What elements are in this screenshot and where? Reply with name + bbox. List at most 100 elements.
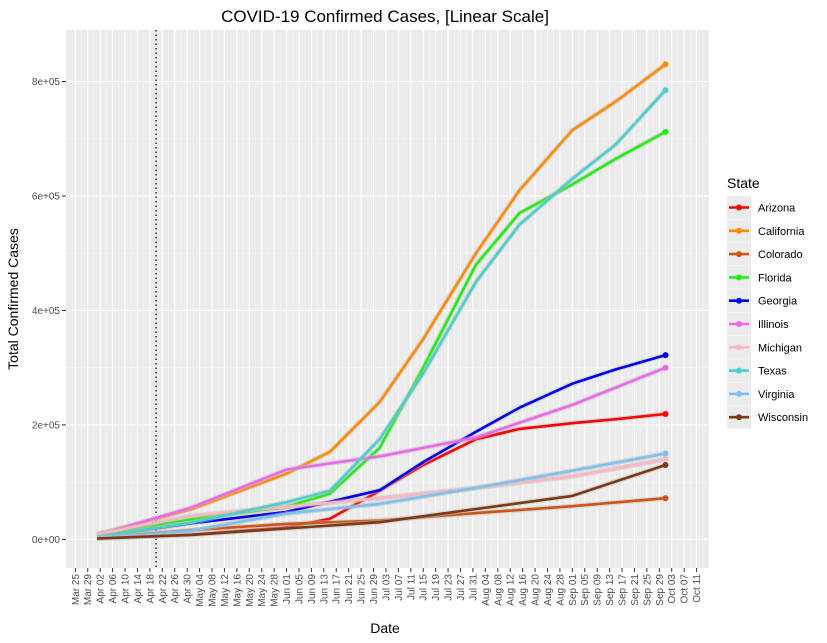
series-endpoint (662, 352, 669, 359)
x-tick-label: Aug 08 (493, 574, 504, 606)
series-endpoint (662, 495, 669, 502)
x-tick-label: Sep 21 (630, 574, 641, 606)
legend-label: Florida (758, 272, 793, 284)
x-tick-label: Apr 18 (145, 574, 156, 604)
x-tick-label: Apr 22 (158, 574, 169, 604)
legend-key-point (736, 274, 742, 281)
series-endpoint (662, 87, 669, 94)
series-endpoint (662, 411, 669, 418)
x-tick-label: Jul 31 (468, 574, 479, 601)
x-tick-label: Apr 06 (108, 574, 119, 604)
x-tick-label: Sep 09 (593, 574, 604, 606)
y-tick-label: 2e+05 (32, 420, 61, 431)
x-tick-label: Jul 23 (444, 574, 455, 601)
x-tick-label: Oct 03 (667, 574, 678, 604)
x-tick-label: Aug 12 (506, 574, 517, 606)
legend-label: Michigan (758, 342, 802, 354)
legend: State Arizona California Colorado Florida Ge… (727, 175, 808, 429)
x-tick-label: May 08 (207, 574, 218, 607)
legend-label: Georgia (758, 296, 798, 308)
x-tick-label: Aug 24 (543, 574, 554, 606)
x-tick-label: Aug 28 (555, 574, 566, 606)
legend-key-point (736, 344, 742, 351)
x-tick-label: Jun 09 (307, 574, 318, 604)
x-tick-label: May 24 (257, 574, 268, 607)
gridlines (66, 30, 709, 568)
x-tick-label: May 28 (270, 574, 281, 607)
legend-key-point (736, 251, 742, 258)
x-tick-label: May 12 (220, 574, 231, 607)
x-tick-label: Aug 04 (481, 574, 492, 606)
x-tick-label: Apr 30 (183, 574, 194, 604)
x-tick-label: Apr 02 (96, 574, 107, 604)
y-tick-label: 6e+05 (32, 191, 61, 202)
y-tick-label: 4e+05 (32, 306, 61, 317)
legend-label: Illinois (758, 319, 789, 331)
x-tick-label: Mar 29 (83, 574, 94, 606)
plot-panel (66, 30, 709, 568)
x-tick-label: May 20 (245, 574, 256, 607)
x-tick-label: May 16 (232, 574, 243, 607)
legend-key-point (736, 227, 742, 234)
y-tick-label: 8e+05 (32, 77, 61, 88)
legend-title: State (727, 175, 760, 191)
series-line (96, 366, 666, 537)
series-endpoint (662, 61, 669, 68)
legend-label: Texas (758, 366, 787, 378)
series-lines (96, 61, 669, 542)
x-tick-label: Jun 05 (294, 574, 305, 604)
series-endpoint (662, 461, 669, 468)
x-tick-label: Oct 11 (692, 574, 703, 603)
legend-key-point (736, 297, 742, 304)
x-tick-label: Sep 13 (605, 574, 616, 606)
legend-key-point (736, 321, 742, 327)
x-tick-label: Jul 07 (394, 574, 405, 601)
series-line (96, 458, 666, 536)
x-tick-label: Sep 05 (580, 574, 591, 606)
x-tick-label: Oct 07 (680, 574, 691, 604)
series-endpoint (662, 456, 669, 463)
legend-key-point (736, 367, 742, 374)
x-tick-label: Jul 15 (419, 574, 430, 601)
chart-title: COVID-19 Confirmed Cases, [Linear Scale] (221, 7, 549, 26)
legend-label: Colorado (758, 249, 803, 261)
x-tick-label: Jun 17 (332, 574, 343, 604)
x-tick-label: Apr 14 (133, 574, 144, 604)
series-line (96, 452, 666, 540)
series-line (97, 463, 666, 540)
series-endpoint (662, 128, 669, 135)
y-axis: 0e+00 2e+05 4e+05 6e+05 8e+05 (32, 77, 66, 546)
x-tick-label: Aug 20 (531, 574, 542, 606)
x-tick-label: Aug 16 (518, 574, 529, 606)
y-axis-title: Total Confirmed Cases (5, 228, 21, 370)
x-tick-label: Jun 21 (344, 574, 355, 604)
x-tick-label: Jul 19 (431, 574, 442, 601)
legend-label: California (758, 226, 805, 238)
x-axis: Mar 25 Mar 29 Apr 02 Apr 06 Apr 10 Apr 14 Apr … (71, 568, 703, 607)
x-tick-label: Sep 17 (618, 574, 629, 606)
series-line (96, 353, 666, 539)
y-tick-label: 0e+00 (32, 535, 61, 546)
legend-label: Wisconsin (758, 412, 808, 424)
series-endpoint (662, 364, 669, 371)
x-tick-label: Mar 25 (71, 574, 82, 606)
series-line (96, 89, 667, 539)
x-axis-title: Date (370, 620, 400, 636)
series-endpoint (662, 450, 669, 457)
x-tick-label: Jul 03 (381, 574, 392, 601)
x-tick-label: Jun 29 (369, 574, 380, 604)
x-tick-label: Sep 29 (655, 574, 666, 606)
legend-label: Virginia (758, 389, 795, 401)
x-tick-label: Jul 11 (406, 574, 417, 600)
legend-label: Arizona (758, 203, 796, 215)
legend-key-point (736, 414, 742, 421)
x-tick-label: Jul 27 (456, 574, 467, 601)
x-tick-label: Jun 25 (357, 574, 368, 604)
x-tick-label: Sep 01 (568, 574, 579, 606)
legend-key-point (736, 204, 742, 211)
x-tick-label: Sep 25 (642, 574, 653, 606)
x-tick-label: Jun 01 (282, 574, 293, 604)
x-tick-label: May 04 (195, 574, 206, 607)
legend-key-point (736, 390, 742, 397)
